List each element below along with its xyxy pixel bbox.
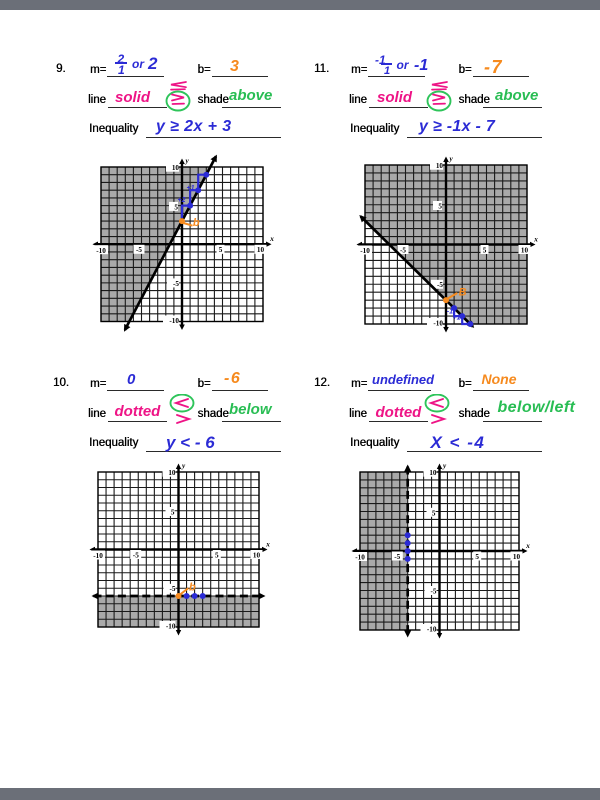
svg-text:+1: +1: [452, 315, 460, 322]
svg-text:10: 10: [435, 162, 443, 170]
svg-text:-10: -10: [169, 317, 179, 325]
svg-text:-5: -5: [394, 553, 400, 561]
svg-text:10: 10: [429, 469, 437, 477]
svg-text:10: 10: [168, 469, 176, 477]
svg-text:y: y: [442, 462, 447, 470]
svg-text:-10: -10: [165, 623, 175, 631]
svg-text:-5: -5: [132, 552, 138, 560]
svg-text:b: b: [189, 582, 196, 594]
svg-text:-10: -10: [355, 553, 365, 561]
svg-text:-5: -5: [169, 585, 175, 593]
svg-text:10: 10: [257, 246, 265, 254]
svg-text:-1: -1: [446, 308, 452, 315]
svg-text:x: x: [265, 541, 270, 549]
svg-text:-10: -10: [426, 625, 436, 633]
svg-text:10: 10: [520, 247, 528, 255]
svg-text:-5: -5: [437, 281, 443, 289]
svg-text:5: 5: [475, 553, 479, 561]
svg-text:-5: -5: [400, 247, 406, 255]
svg-text:b: b: [193, 217, 200, 229]
svg-text:10: 10: [252, 552, 260, 560]
svg-text:y: y: [181, 462, 186, 470]
svg-text:x: x: [525, 542, 530, 550]
svg-text:+2: +2: [178, 196, 186, 203]
svg-text:y: y: [448, 155, 453, 163]
svg-text:B: B: [458, 286, 466, 298]
svg-text:-10: -10: [93, 552, 103, 560]
svg-text:5: 5: [219, 246, 223, 254]
svg-text:x: x: [269, 235, 274, 243]
svg-text:5: 5: [170, 509, 174, 517]
svg-text:5: 5: [482, 247, 486, 255]
svg-text:-10: -10: [96, 246, 106, 254]
svg-text:-10: -10: [360, 247, 370, 255]
svg-text:5: 5: [431, 509, 435, 517]
svg-text:5: 5: [215, 552, 219, 560]
svg-text:10: 10: [512, 553, 520, 561]
svg-text:x: x: [533, 236, 538, 244]
svg-text:-5: -5: [430, 587, 436, 595]
svg-text:y: y: [185, 157, 190, 165]
svg-text:-5: -5: [136, 246, 142, 254]
svg-text:-10: -10: [433, 320, 443, 328]
svg-text:5: 5: [174, 203, 178, 211]
svg-text:+1: +1: [187, 184, 195, 191]
svg-text:-5: -5: [173, 279, 179, 287]
svg-text:10: 10: [172, 164, 180, 172]
svg-text:5: 5: [438, 203, 442, 211]
